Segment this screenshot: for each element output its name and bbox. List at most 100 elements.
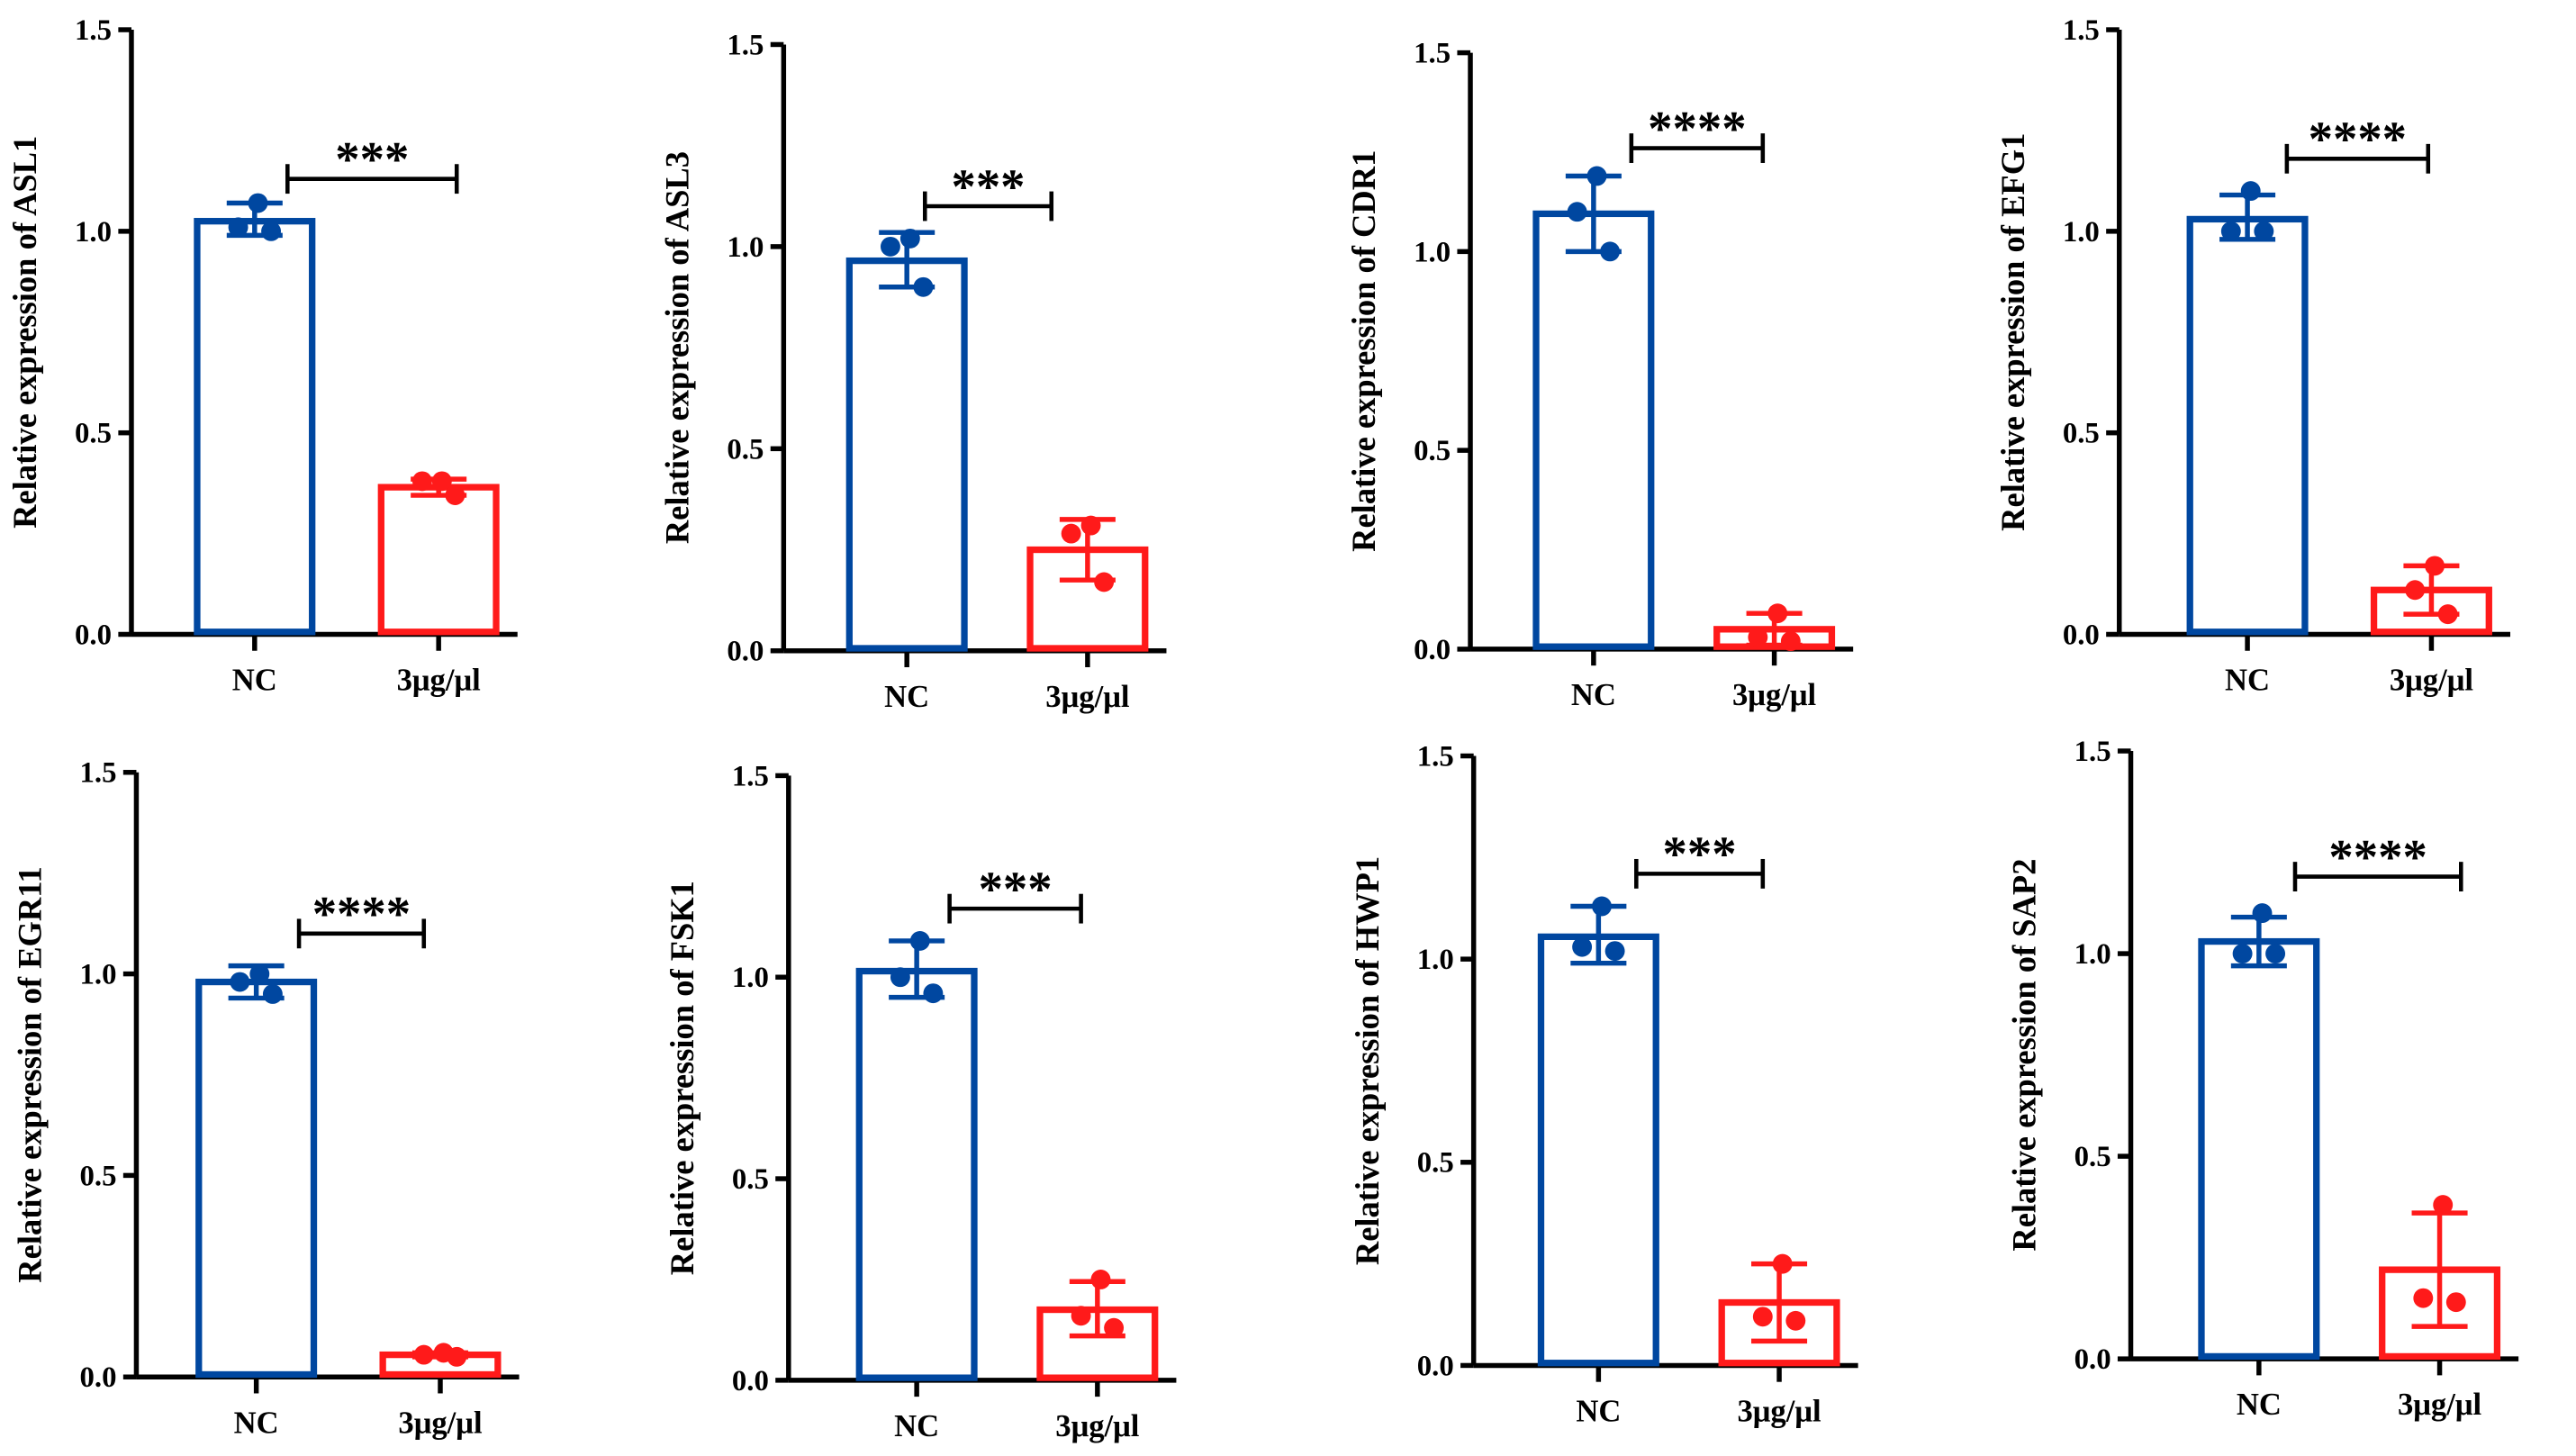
y-tick-label: 0.5 [80, 1160, 117, 1192]
data-point [890, 967, 910, 988]
y-tick-label: 1.0 [732, 962, 769, 994]
y-tick-label: 0.0 [2063, 619, 2100, 651]
x-tick-label: NC [2225, 664, 2270, 698]
data-point [923, 983, 944, 1004]
chart-panel-asl1: 0.0 0.5 1.0 1.5 Relative expression of ASL1 N… [6, 14, 518, 698]
y-axis-label: Relative expression of FSK1 [664, 881, 700, 1275]
x-tick-label: 3μg/μl [2390, 664, 2474, 698]
y-tick-label: 1.5 [2074, 736, 2111, 768]
chart-panel-fsk1: 0.0 0.5 1.0 1.5 Relative expression of FSK1 N… [664, 760, 1177, 1443]
y-tick-label: 0.0 [2074, 1343, 2111, 1376]
x-tick-label: 3μg/μl [1737, 1394, 1821, 1428]
significance-label: **** [2309, 112, 2407, 167]
chart-panel-hwp1: 0.0 0.5 1.0 1.5 Relative expression of HWP1 N… [1349, 740, 1858, 1428]
significance-label: *** [979, 861, 1053, 916]
data-point [230, 972, 250, 992]
data-point [2240, 181, 2261, 202]
data-point [2413, 1288, 2434, 1308]
chart-panel-efg1: 0.0 0.5 1.0 1.5 Relative expression of EFG1 N… [1994, 14, 2511, 698]
y-tick-label: 0.5 [727, 433, 764, 466]
significance-label: *** [1663, 827, 1737, 882]
data-point [413, 1344, 434, 1365]
x-tick-label: 3μg/μl [1732, 678, 1817, 712]
x-tick-label: NC [884, 680, 929, 714]
y-tick-label: 1.0 [80, 959, 117, 991]
y-tick-label: 1.0 [1417, 944, 1454, 976]
chart-panel-egr11: 0.0 0.5 1.0 1.5 Relative expression of EGR11… [12, 757, 520, 1440]
chart-panel-asl3: 0.0 0.5 1.0 1.5 Relative expression of ASL3 N… [659, 29, 1167, 714]
y-tick-label: 0.0 [80, 1361, 117, 1394]
x-tick-label: 3μg/μl [1055, 1409, 1140, 1443]
y-tick-label: 1.5 [732, 760, 769, 792]
bar-nc [1532, 210, 1655, 650]
data-point [262, 984, 283, 1004]
data-point [1772, 1253, 1793, 1274]
data-point [909, 930, 930, 951]
data-point [1586, 166, 1607, 186]
x-tick-label: NC [2237, 1388, 2282, 1422]
data-point [1600, 241, 1621, 262]
data-point [1080, 515, 1101, 536]
y-tick-label: 0.0 [1414, 634, 1451, 666]
data-point [899, 228, 920, 249]
data-point [880, 236, 900, 257]
y-tick-label: 0.0 [1417, 1350, 1454, 1382]
data-point [1094, 572, 1115, 592]
data-point [261, 221, 282, 241]
data-point [1567, 202, 1587, 222]
data-point [913, 276, 934, 297]
y-tick-label: 1.5 [727, 29, 764, 61]
bar-treated [377, 484, 500, 636]
data-point [1748, 627, 1768, 647]
y-axis-label: Relative expression of EGR11 [12, 866, 49, 1282]
x-tick-label: NC [894, 1409, 939, 1443]
y-tick-label: 1.5 [80, 757, 117, 790]
data-point [2437, 604, 2458, 625]
y-tick-label: 1.0 [2063, 216, 2100, 249]
data-point [1090, 1270, 1111, 1289]
y-axis-label: Relative expression of SAP2 [2006, 859, 2043, 1252]
data-point [2265, 944, 2286, 964]
x-tick-label: 3μg/μl [2398, 1388, 2482, 1422]
x-tick-label: 3μg/μl [1045, 680, 1130, 714]
chart-panel-sap2: 0.0 0.5 1.0 1.5 Relative expression of SAP2 N… [2006, 736, 2519, 1422]
y-tick-label: 1.5 [75, 14, 112, 47]
y-tick-label: 1.0 [727, 231, 764, 264]
data-point [1604, 941, 1625, 962]
y-tick-label: 1.5 [1417, 740, 1454, 773]
x-tick-label: 3μg/μl [398, 1406, 483, 1440]
data-point [1104, 1317, 1125, 1338]
data-point [1572, 936, 1593, 957]
significance-label: *** [335, 131, 409, 186]
y-tick-label: 0.0 [75, 619, 112, 651]
y-axis-label: Relative expression of CDR1 [1345, 150, 1382, 552]
data-point [1767, 603, 1788, 624]
data-point [2254, 221, 2274, 241]
y-tick-label: 0.5 [2074, 1141, 2111, 1173]
bar-nc [195, 978, 318, 1379]
y-tick-label: 1.5 [1414, 38, 1451, 70]
y-tick-label: 0.0 [727, 636, 764, 668]
significance-label: **** [312, 886, 411, 941]
data-point [1780, 631, 1801, 652]
data-point [1061, 523, 1081, 544]
y-axis-label: Relative expression of ASL1 [6, 136, 43, 529]
data-point [2220, 221, 2241, 241]
y-axis-label: Relative expression of HWP1 [1349, 856, 1386, 1265]
data-point [431, 471, 452, 492]
significance-label: **** [2328, 829, 2427, 884]
data-point [2405, 580, 2426, 601]
y-tick-label: 1.0 [2074, 938, 2111, 971]
bar-nc [194, 218, 316, 636]
data-point [1592, 896, 1612, 917]
significance-label: **** [1648, 101, 1746, 156]
chart-panel-cdr1: 0.0 0.5 1.0 1.5 Relative expression of CDR1 N… [1345, 38, 1854, 712]
data-point [445, 485, 465, 506]
data-point [1785, 1310, 1806, 1331]
y-tick-label: 0.5 [1417, 1147, 1454, 1180]
bar-nc [2186, 215, 2309, 636]
x-tick-label: NC [1571, 678, 1616, 712]
y-tick-label: 0.5 [732, 1163, 769, 1196]
data-point [249, 963, 270, 984]
